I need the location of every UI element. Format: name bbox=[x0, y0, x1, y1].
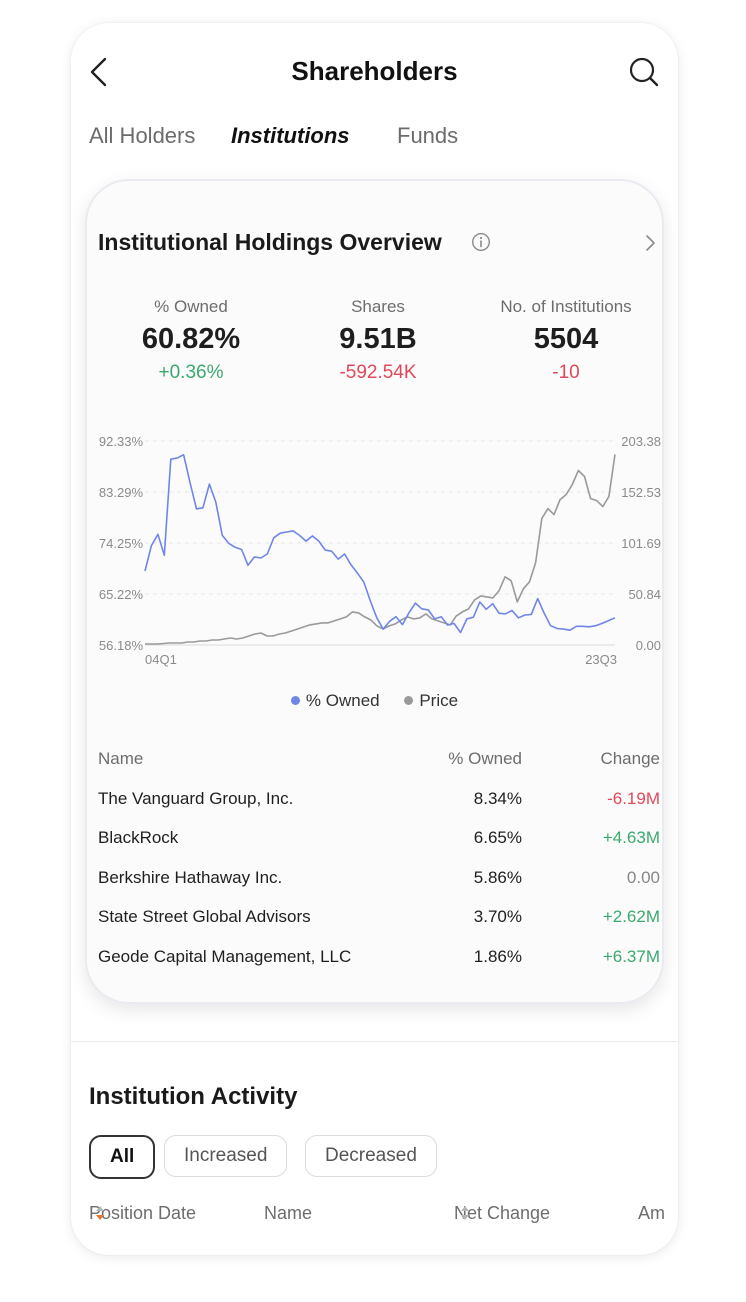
stat-value: 60.82% bbox=[141, 323, 241, 355]
header-owned: % Owned bbox=[448, 749, 522, 768]
y-right-tick-label: 101.69 bbox=[621, 536, 661, 551]
stat-label: No. of Institutions bbox=[500, 297, 632, 316]
holder-name: BlackRock bbox=[98, 828, 179, 847]
header-change: Change bbox=[600, 749, 660, 768]
y-right-tick-label: 0.00 bbox=[636, 638, 661, 653]
holder-change: -6.19M bbox=[607, 788, 660, 808]
stat-change: +0.36% bbox=[158, 362, 224, 383]
holder-name: The Vanguard Group, Inc. bbox=[98, 788, 294, 808]
holder-change: +6.37M bbox=[602, 946, 660, 966]
sort-icon bbox=[96, 1206, 104, 1221]
holder-owned: 6.65% bbox=[473, 828, 522, 847]
holdings-chart[interactable]: 92.33% 203.38 83.29% 152.53 74.25% 101.69 65.2… bbox=[85, 427, 664, 667]
col-amount[interactable]: Am bbox=[638, 1203, 665, 1223]
section-divider bbox=[71, 1041, 678, 1042]
filter-increased[interactable]: Increased bbox=[164, 1135, 288, 1177]
holder-name: Berkshire Hathaway Inc. bbox=[98, 867, 283, 887]
institutional-overview-card[interactable]: Institutional Holdings Overview % Owned … bbox=[85, 179, 664, 1004]
info-icon[interactable] bbox=[471, 232, 491, 252]
y-left-tick-label: 92.33% bbox=[99, 434, 144, 449]
legend-owned[interactable]: % Owned bbox=[290, 691, 380, 711]
col-position-date[interactable]: Position Date bbox=[89, 1203, 197, 1223]
table-row[interactable]: The Vanguard Group, Inc. 8.34% -6.19M bbox=[98, 789, 660, 829]
owned-series-line bbox=[144, 453, 616, 634]
stat-value: 5504 bbox=[533, 323, 599, 355]
y-right-tick-label: 203.38 bbox=[621, 434, 661, 449]
y-left-tick-label: 74.25% bbox=[99, 536, 144, 551]
col-net-change[interactable]: Net Change bbox=[454, 1203, 551, 1223]
header: Shareholders bbox=[71, 23, 678, 119]
holder-name: State Street Global Advisors bbox=[98, 907, 311, 926]
holder-name: Geode Capital Management, LLC bbox=[98, 946, 352, 966]
y-right-tick-label: 152.53 bbox=[621, 485, 661, 500]
price-dot-icon bbox=[404, 696, 414, 706]
stat-change: -592.54K bbox=[339, 362, 417, 383]
stat-value: 9.51B bbox=[339, 323, 417, 355]
stat-percent-owned: % Owned 60.82% +0.36% bbox=[101, 297, 281, 384]
price-series-line bbox=[145, 454, 616, 645]
stat-change: -10 bbox=[552, 362, 580, 383]
activity-table-header: Position Date Name Net Change Am bbox=[89, 1203, 678, 1231]
section-title: Institution Activity bbox=[89, 1083, 298, 1110]
y-left-tick-label: 56.18% bbox=[99, 638, 144, 653]
stat-label: % Owned bbox=[154, 297, 228, 316]
legend-price[interactable]: Price bbox=[404, 691, 458, 711]
active-tab-indicator bbox=[231, 151, 350, 156]
header-name: Name bbox=[98, 749, 144, 768]
sort-icon bbox=[461, 1206, 469, 1221]
search-icon[interactable] bbox=[628, 55, 660, 89]
table-row[interactable]: Berkshire Hathaway Inc. 5.86% 0.00 bbox=[98, 868, 660, 908]
y-left-tick-label: 65.22% bbox=[99, 587, 144, 602]
table-row[interactable]: Geode Capital Management, LLC 1.86% +6.3… bbox=[98, 947, 660, 987]
table-row[interactable]: State Street Global Advisors 3.70% +2.62… bbox=[98, 907, 660, 947]
phone-screen: Shareholders All Holders Institutions Fu… bbox=[71, 23, 678, 1255]
chart-legend: % Owned Price bbox=[85, 691, 664, 711]
stat-institutions: No. of Institutions 5504 -10 bbox=[476, 297, 656, 384]
tab-institutions[interactable]: Institutions bbox=[231, 123, 350, 156]
table-header: Name % Owned Change bbox=[98, 749, 660, 789]
card-title: Institutional Holdings Overview bbox=[98, 229, 442, 255]
holder-change: +4.63M bbox=[602, 828, 660, 847]
back-arrow-icon[interactable] bbox=[85, 55, 113, 89]
table-row[interactable]: BlackRock 6.65% +4.63M bbox=[98, 828, 660, 868]
holder-change: 0.00 bbox=[626, 867, 660, 887]
holder-owned: 1.86% bbox=[473, 946, 522, 966]
holder-owned: 3.70% bbox=[473, 907, 522, 926]
chevron-right-icon[interactable] bbox=[644, 233, 658, 253]
page-title: Shareholders bbox=[291, 56, 458, 86]
tab-all-holders[interactable]: All Holders bbox=[89, 123, 196, 148]
holder-change: +2.62M bbox=[602, 907, 660, 926]
stat-shares: Shares 9.51B -592.54K bbox=[288, 297, 468, 384]
filter-decreased[interactable]: Decreased bbox=[305, 1135, 437, 1177]
y-left-tick-label: 83.29% bbox=[99, 485, 144, 500]
stat-label: Shares bbox=[351, 297, 405, 316]
x-tick-label: 04Q1 bbox=[145, 652, 177, 667]
owned-dot-icon bbox=[290, 696, 300, 706]
y-right-tick-label: 50.84 bbox=[628, 587, 661, 602]
holder-owned: 5.86% bbox=[473, 867, 522, 887]
top-holders-table: Name % Owned Change The Vanguard Group, … bbox=[98, 749, 660, 986]
holder-owned: 8.34% bbox=[473, 788, 522, 808]
col-name[interactable]: Name bbox=[264, 1203, 313, 1223]
x-tick-label: 23Q3 bbox=[585, 652, 617, 667]
filter-all[interactable]: All bbox=[89, 1135, 156, 1179]
tab-funds[interactable]: Funds bbox=[397, 123, 459, 148]
